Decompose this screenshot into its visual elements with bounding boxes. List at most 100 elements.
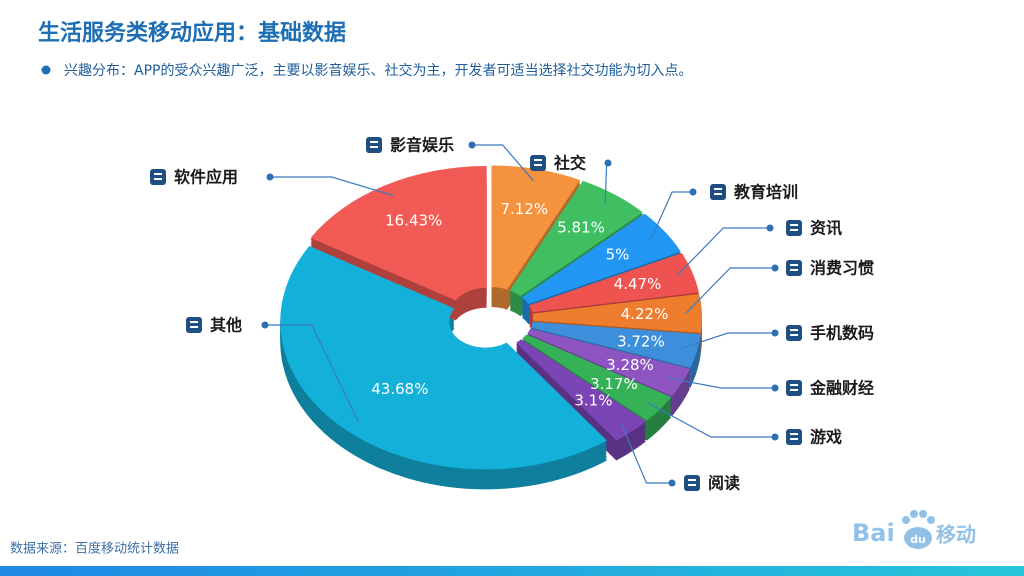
title: 生活服务类移动应用：基础数据: [38, 20, 346, 46]
leader-line: [650, 191, 693, 239]
category-icon: [530, 155, 546, 171]
slice: [529, 253, 699, 313]
category-icon-detail: [190, 321, 198, 323]
slice: [509, 180, 643, 297]
slice: [532, 293, 702, 333]
value-label: 16.43%: [385, 212, 442, 230]
category-icon-detail: [534, 164, 542, 166]
category-icon: [786, 380, 802, 396]
category-icon: [786, 429, 802, 445]
category-icon: [150, 169, 166, 185]
leader-dot: [604, 159, 612, 167]
bottom-bar: [0, 566, 1024, 576]
logo: Bai du 移动: [852, 510, 976, 549]
logo-paw: [910, 510, 918, 518]
leader-dot: [266, 173, 274, 181]
leader-line: [676, 227, 770, 277]
category-icon: [786, 325, 802, 341]
logo-paw: [902, 516, 910, 524]
logo-paw: [919, 510, 927, 518]
leader-dot: [771, 384, 779, 392]
category-icon-detail: [714, 188, 722, 190]
category-label: 阅读: [708, 474, 740, 493]
category-icon-detail: [790, 334, 798, 336]
bullet: [41, 65, 51, 75]
leader-line: [620, 422, 672, 484]
leader-dot: [771, 433, 779, 441]
slice: [522, 334, 672, 421]
category-icon-detail: [790, 384, 798, 386]
value-label: 4.47%: [614, 275, 662, 293]
value-label: 7.12%: [500, 200, 548, 218]
source: 数据来源：百度移动统计数据: [10, 541, 179, 557]
category-label: 游戏: [810, 428, 842, 447]
logo-paw: [904, 527, 932, 549]
value-label: 5.81%: [557, 219, 605, 237]
category-icon: [786, 220, 802, 236]
category-icon-detail: [790, 224, 798, 226]
leader-line: [666, 377, 775, 389]
value-label: 3.1%: [574, 391, 612, 409]
leader-line: [680, 332, 775, 350]
category-icon-detail: [790, 389, 798, 391]
category-icon-detail: [534, 159, 542, 161]
category-icon-detail: [190, 326, 198, 328]
category-icon-detail: [790, 229, 798, 231]
leader-line: [472, 144, 534, 182]
category-icon: [186, 317, 202, 333]
category-label: 消费习惯: [810, 259, 874, 278]
value-label: 3.72%: [617, 333, 665, 351]
category-icon: [684, 475, 700, 491]
leader-dot: [668, 479, 676, 487]
leader-dot: [261, 321, 269, 329]
category-icon-detail: [154, 178, 162, 180]
logo-paw: [927, 516, 935, 524]
slice: [516, 339, 646, 441]
category-icon: [786, 260, 802, 276]
category-icon-detail: [790, 269, 798, 271]
category-icon-detail: [688, 484, 696, 486]
category-icon-detail: [154, 173, 162, 175]
category-icon-detail: [790, 438, 798, 440]
leader-dot: [766, 224, 774, 232]
category-label: 教育培训: [734, 183, 798, 202]
slice: [530, 321, 701, 368]
category-icon-detail: [790, 264, 798, 266]
category-label: 影音娱乐: [390, 136, 454, 155]
value-label: 5%: [606, 246, 630, 264]
category-icon-detail: [370, 146, 378, 148]
value-label: 43.68%: [371, 380, 428, 398]
value-label: 4.22%: [621, 305, 669, 323]
category-icon-detail: [714, 193, 722, 195]
logo-text: Bai: [852, 519, 895, 547]
category-label: 手机数码: [810, 324, 874, 343]
category-icon: [366, 137, 382, 153]
slice: [491, 165, 581, 290]
slice: [310, 166, 487, 301]
slice: [521, 213, 681, 305]
category-icon-detail: [790, 329, 798, 331]
leader-line: [685, 267, 775, 315]
category-icon: [710, 184, 726, 200]
leader-line: [265, 324, 360, 423]
category-label: 软件应用: [174, 168, 238, 187]
category-label: 社交: [553, 154, 586, 173]
value-label: 3.28%: [606, 356, 654, 374]
pie: 7.12% 5.81%5% 4.47% 4.22% 3.72% 3.28%3.17%3.1…: [150, 136, 874, 493]
leader-dot: [689, 188, 697, 196]
category-label: 其他: [210, 316, 242, 335]
category-icon-detail: [370, 141, 378, 143]
leader-dot: [468, 141, 476, 149]
category-label: 金融财经: [809, 379, 874, 398]
logo-text: du: [910, 533, 926, 546]
leader-dot: [771, 329, 779, 337]
category-label: 资讯: [810, 219, 842, 238]
slice: [527, 328, 690, 397]
category-icon-detail: [688, 479, 696, 481]
leader-line: [646, 401, 775, 438]
leader-dot: [771, 264, 779, 272]
category-icon-detail: [790, 433, 798, 435]
leader-line: [270, 176, 394, 197]
logo-text: 移动: [936, 523, 976, 547]
